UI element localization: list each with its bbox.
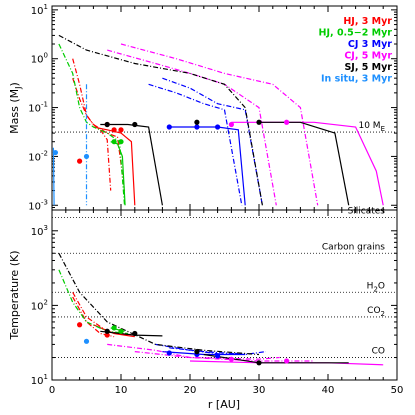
mass-series-line xyxy=(162,77,263,206)
mass-marker xyxy=(194,124,200,130)
mass-marker xyxy=(256,119,262,125)
temperature-panel: 101 102 103 Silicates Carbon grains H2O CO2 CO… xyxy=(8,207,398,387)
temperature-series-line xyxy=(58,253,260,356)
mass-marker xyxy=(111,127,117,133)
mass-reference-lines: 10 ME xyxy=(52,121,397,133)
legend-entry: HJ, 3 Myr xyxy=(343,16,392,27)
mass-marker xyxy=(166,124,172,130)
temperature-marker xyxy=(132,330,138,337)
temperature-y-tick-label: 103 xyxy=(31,224,48,238)
legend-entry: In situ, 3 Myr xyxy=(321,74,392,85)
mass-series-line xyxy=(107,49,277,206)
mass-y-axis-title: Mass (MJ) xyxy=(8,82,23,134)
temperature-panel-frame xyxy=(51,209,398,381)
temperature-reference-label: CO2 xyxy=(367,306,385,318)
temperature-series-line xyxy=(58,269,128,335)
x-axis-title: r [AU] xyxy=(208,398,240,411)
temperature-series-line xyxy=(155,343,242,356)
mass-y-tick-label: 10-1 xyxy=(28,101,48,115)
mass-y-axis-title-main: Mass (M xyxy=(8,89,21,134)
mass-series-line xyxy=(110,141,126,206)
temperature-y-axis-title: Temperature (K) xyxy=(8,251,21,341)
mass-marker xyxy=(52,149,59,156)
temperature-marker xyxy=(118,328,124,334)
legend-entry: SJ, 5 Myr xyxy=(344,62,392,73)
mass-y-axis-title-sub: J xyxy=(14,86,23,89)
mass-series-line xyxy=(72,58,126,191)
temperature-marker xyxy=(111,325,117,331)
mass-marker xyxy=(83,153,90,160)
mass-series-line xyxy=(169,126,246,206)
x-tick-label: 0 xyxy=(49,385,55,396)
temperature-marker xyxy=(104,332,110,338)
temperature-marker xyxy=(77,322,83,328)
temperature-markers xyxy=(77,322,290,366)
x-axis: 0 10 20 30 40 50 xyxy=(49,6,404,396)
mass-markers xyxy=(52,119,290,164)
temperature-y-ticks: 101 102 103 xyxy=(31,224,397,387)
mass-marker xyxy=(215,124,221,130)
mass-marker xyxy=(77,158,83,164)
temperature-reference-label: Carbon grains xyxy=(322,242,385,252)
temperature-reference-label: CO xyxy=(372,347,385,357)
temperature-series xyxy=(58,253,384,366)
legend-entry: HJ, 0.5−2 Myr xyxy=(319,28,393,39)
x-tick-label: 10 xyxy=(115,385,128,396)
mass-marker xyxy=(118,127,124,133)
temperature-marker xyxy=(215,353,221,359)
temperature-marker xyxy=(228,356,234,362)
mass-series-line xyxy=(72,78,112,191)
temperature-y-tick-label: 102 xyxy=(31,298,48,312)
x-tick-label: 20 xyxy=(184,385,197,396)
mass-y-tick-label: 10-2 xyxy=(28,149,48,163)
temperature-marker xyxy=(284,358,290,364)
mass-marker xyxy=(194,119,200,125)
temperature-marker xyxy=(194,349,200,355)
legend-entry: CJ 3 Myr xyxy=(348,39,392,50)
temperature-series-line xyxy=(107,343,280,360)
temperature-marker xyxy=(166,350,172,356)
mass-marker xyxy=(228,121,234,128)
mass-y-axis-title-end: ) xyxy=(8,82,21,86)
mass-marker xyxy=(284,119,290,125)
mass-reference-label: 10 ME xyxy=(358,121,385,133)
mass-y-ticks: 10-3 10-2 10-1 100 101 xyxy=(28,3,397,212)
temperature-reference-lines: Silicates Carbon grains H2O CO2 CO xyxy=(52,207,397,358)
mass-y-tick-label: 10-3 xyxy=(28,198,48,212)
mass-series-line xyxy=(93,126,136,206)
mass-marker xyxy=(132,121,138,128)
temperature-y-tick-label: 101 xyxy=(31,373,48,387)
mass-marker xyxy=(118,139,124,145)
temperature-series-line xyxy=(169,347,266,356)
mass-y-tick-label: 100 xyxy=(31,52,48,66)
temperature-marker xyxy=(104,328,110,334)
x-tick-label: 50 xyxy=(391,385,404,396)
mass-series-line xyxy=(259,121,350,206)
x-tick-label: 40 xyxy=(322,385,335,396)
x-tick-label: 30 xyxy=(253,385,266,396)
temperature-marker xyxy=(83,338,90,344)
mass-series xyxy=(52,34,384,206)
mass-series-line xyxy=(52,147,55,206)
mass-series-line xyxy=(148,83,243,206)
mass-y-tick-label: 101 xyxy=(31,3,48,17)
temperature-reference-label: Silicates xyxy=(348,207,386,217)
mass-series-line xyxy=(231,121,384,206)
legend-entry: CJ, 5 Myr xyxy=(344,51,392,62)
mass-marker xyxy=(111,139,117,145)
mass-series-line xyxy=(58,34,263,206)
mass-marker xyxy=(104,121,110,128)
mass-series-line xyxy=(120,43,319,206)
temperature-reference-label: H2O xyxy=(367,281,385,293)
temperature-marker xyxy=(256,360,262,366)
mass-series-line xyxy=(100,123,163,206)
